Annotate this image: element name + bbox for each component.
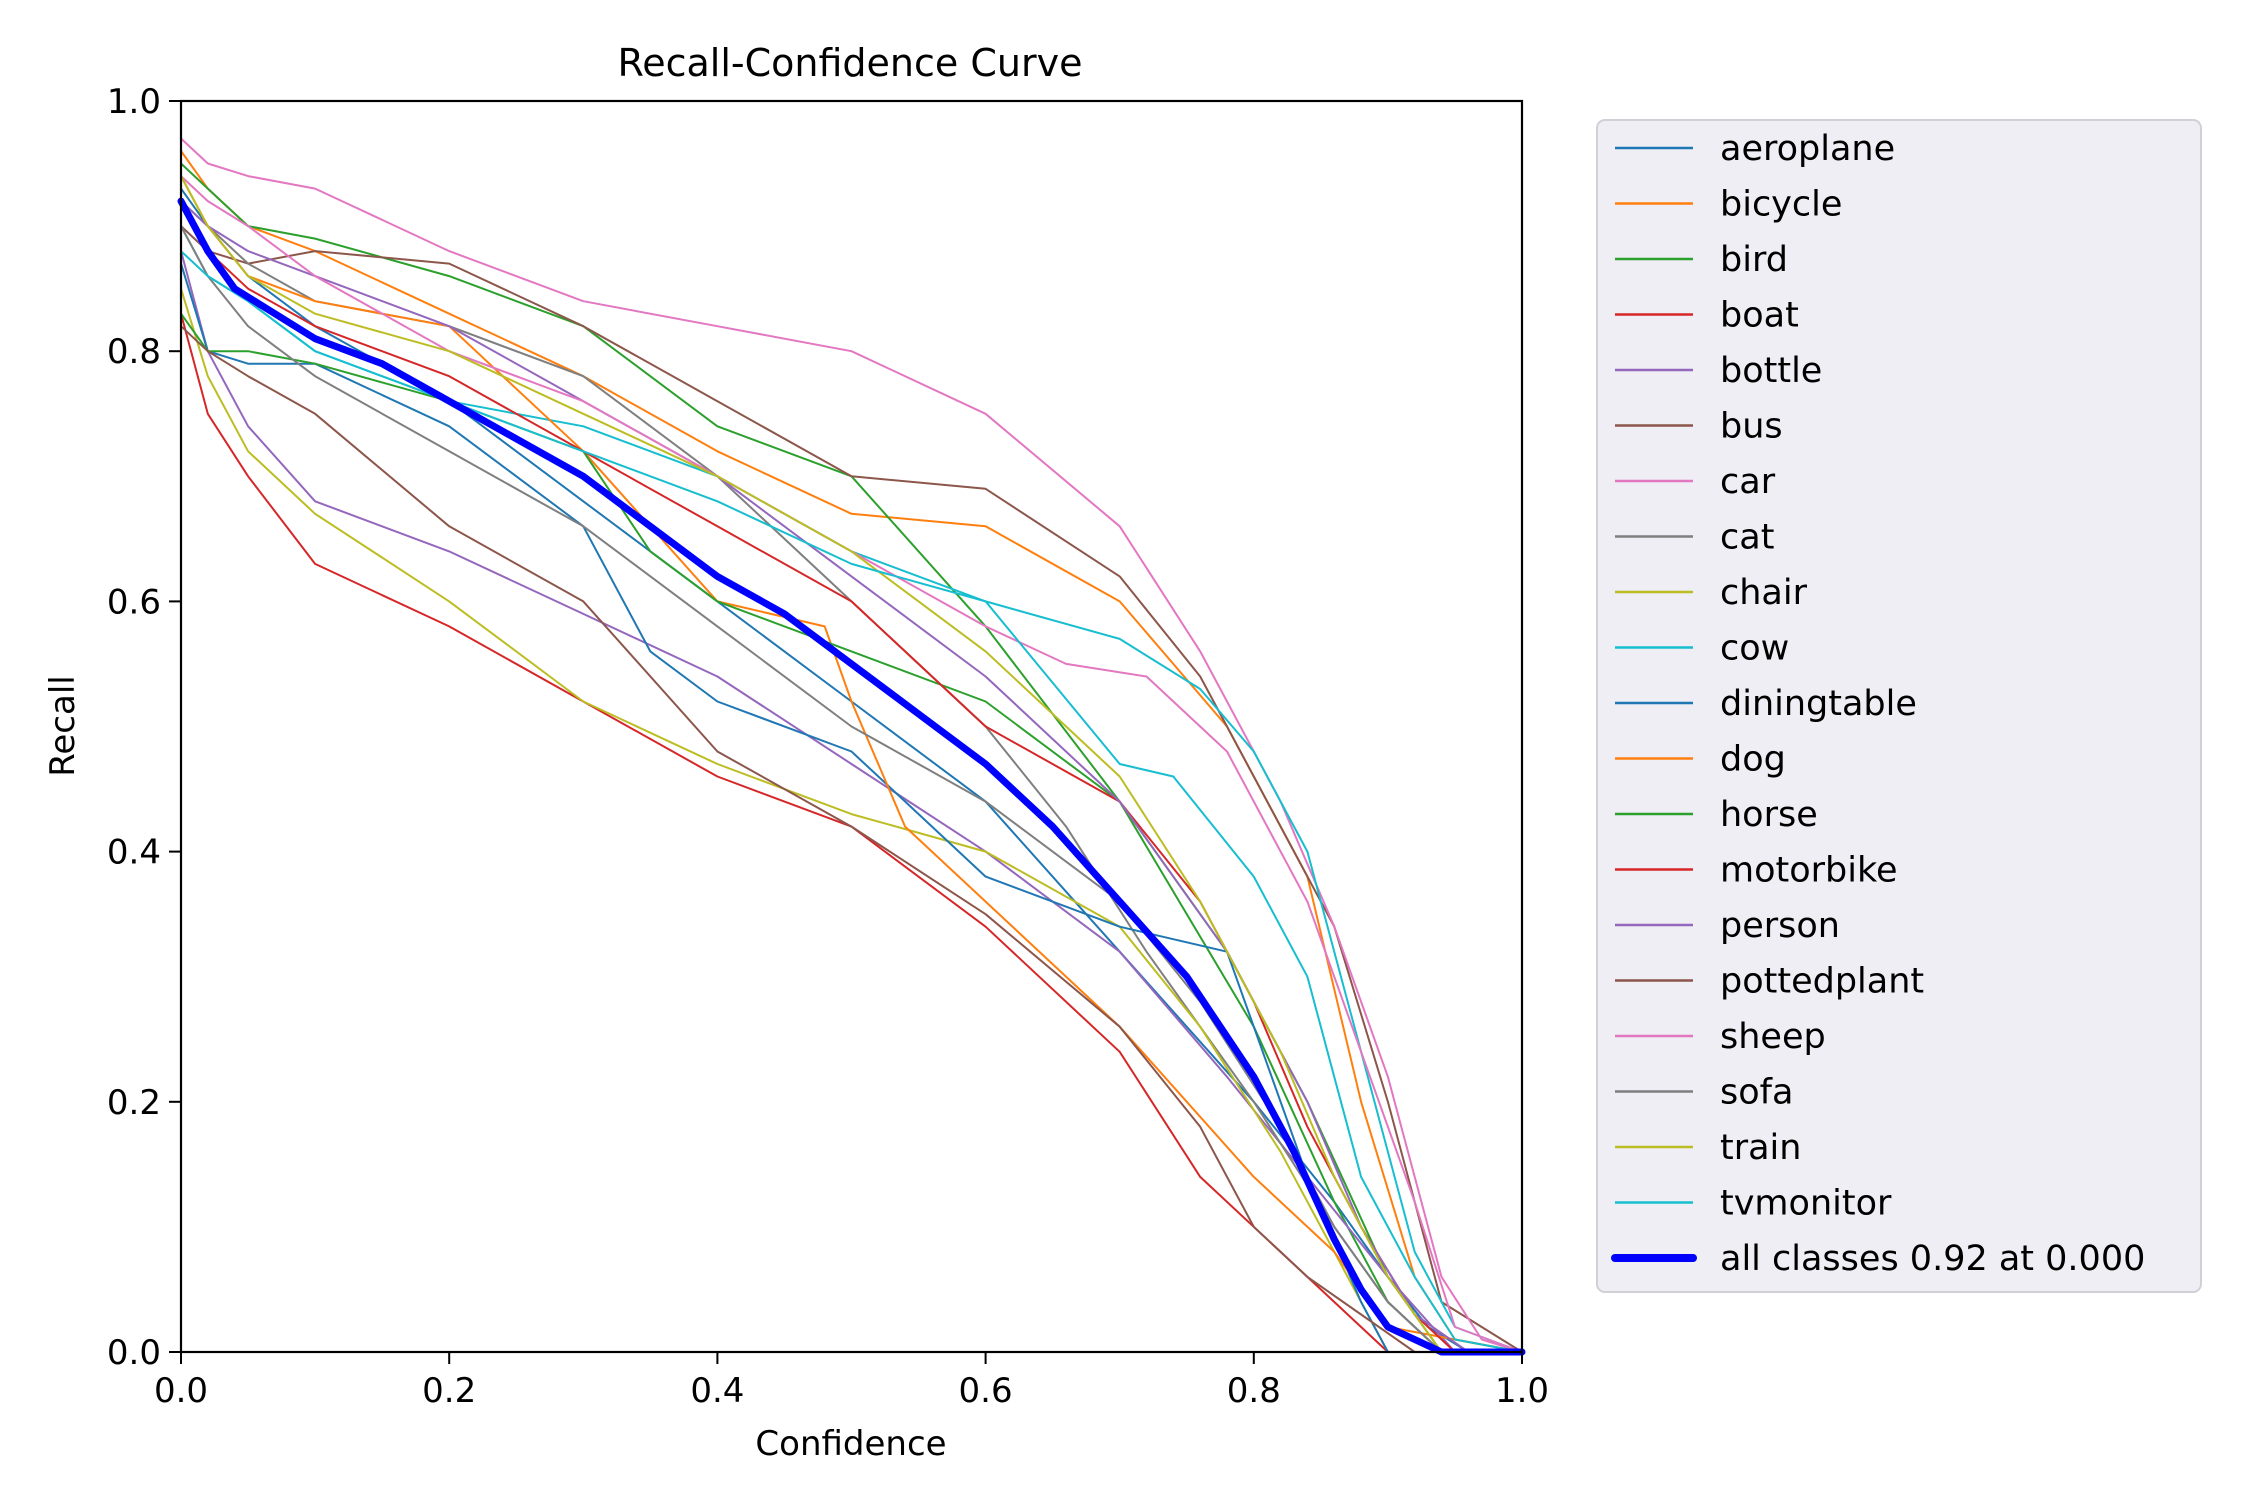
chart-title: Recall-Confidence Curve xyxy=(618,41,1083,85)
legend: aeroplane bicycle bird boat bottle bus car cat c… xyxy=(1596,119,2202,1293)
legend-label-7: cat xyxy=(1720,518,1774,558)
legend-label-17: sofa xyxy=(1720,1073,1793,1113)
x-axis-label: Confidence xyxy=(755,1424,946,1464)
series-line-18 xyxy=(180,175,1523,1353)
y-tick-label-1: 0.2 xyxy=(107,1083,161,1123)
legend-label-8: chair xyxy=(1720,573,1808,613)
y-tick-label-0: 0.0 xyxy=(107,1333,161,1373)
series-line-20 xyxy=(177,197,1526,1356)
y-tick-label-3: 0.6 xyxy=(107,582,161,622)
legend-label-1: bicycle xyxy=(1720,185,1842,225)
series-line-6 xyxy=(180,137,1523,1353)
legend-label-4: bottle xyxy=(1720,351,1822,391)
axis-ticks-group: 0.0 0.2 0.4 0.6 0.8 1.0 0.0 0.2 0.4 0.6 0.8 1.0 xyxy=(107,82,1549,1411)
y-tick-label-5: 1.0 xyxy=(107,82,161,122)
series-line-5 xyxy=(180,225,1523,1353)
legend-label-16: sheep xyxy=(1720,1017,1826,1057)
series-line-1 xyxy=(180,150,1523,1353)
x-tick-label-2: 0.4 xyxy=(690,1371,744,1411)
series-line-19 xyxy=(180,250,1523,1353)
x-tick-label-1: 0.2 xyxy=(422,1371,476,1411)
plot-series-group xyxy=(177,137,1526,1356)
legend-label-19: tvmonitor xyxy=(1720,1184,1892,1224)
legend-label-10: diningtable xyxy=(1720,684,1917,724)
legend-label-0: aeroplane xyxy=(1720,129,1895,169)
plot-area-frame xyxy=(179,99,1524,1354)
legend-label-2: bird xyxy=(1720,240,1788,280)
x-tick-label-3: 0.6 xyxy=(959,1371,1013,1411)
y-tick-label-2: 0.4 xyxy=(107,833,161,873)
x-tick-label-5: 1.0 xyxy=(1495,1371,1549,1411)
series-line-17 xyxy=(180,225,1523,1353)
series-line-8 xyxy=(180,287,1523,1353)
x-tick-label-0: 0.0 xyxy=(154,1371,208,1411)
y-axis-label: Recall xyxy=(43,675,83,776)
series-line-14 xyxy=(180,200,1523,1353)
legend-label-13: motorbike xyxy=(1720,851,1898,891)
x-tick-label-4: 0.8 xyxy=(1227,1371,1281,1411)
legend-label-12: horse xyxy=(1720,795,1818,835)
series-line-4 xyxy=(180,250,1523,1353)
legend-label-18: train xyxy=(1720,1128,1801,1168)
series-line-15 xyxy=(180,325,1523,1353)
legend-box xyxy=(1596,119,2202,1293)
series-line-16 xyxy=(180,175,1523,1353)
series-line-11 xyxy=(180,175,1523,1353)
series-line-12 xyxy=(180,312,1523,1353)
y-tick-label-4: 0.8 xyxy=(107,332,161,372)
legend-label-5: bus xyxy=(1720,407,1783,447)
legend-label-9: cow xyxy=(1720,629,1789,669)
legend-label-14: person xyxy=(1720,906,1840,946)
legend-label-3: boat xyxy=(1720,296,1799,336)
legend-label-11: dog xyxy=(1720,740,1786,780)
legend-label-15: pottedplant xyxy=(1720,962,1924,1002)
legend-label-6: car xyxy=(1720,462,1776,502)
legend-items: aeroplane bicycle bird boat bottle bus car cat c… xyxy=(1611,129,2145,1279)
legend-label-20: all classes 0.92 at 0.000 xyxy=(1720,1239,2145,1279)
